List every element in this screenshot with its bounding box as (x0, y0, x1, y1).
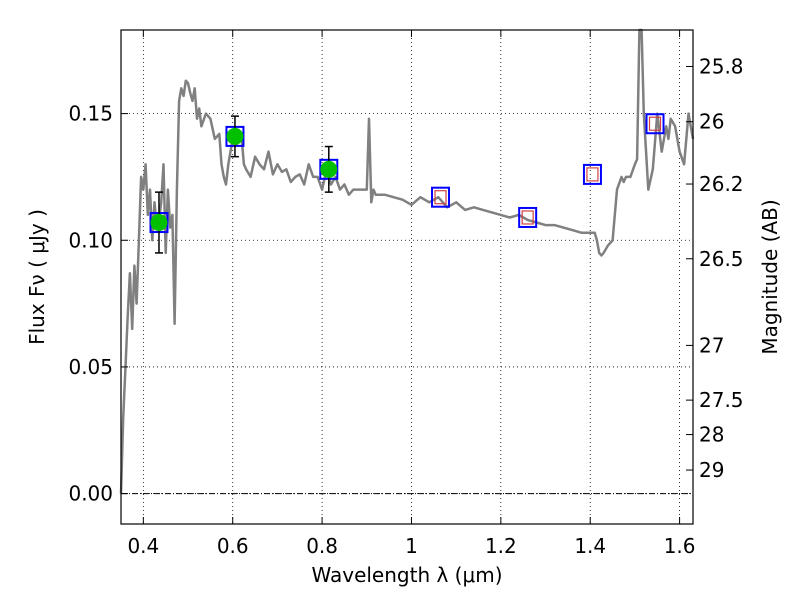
x-tick-label: 1.2 (485, 534, 517, 558)
y-axis-title: Flux Fν ( μJy ) (25, 209, 49, 345)
plot-frame (120, 29, 694, 525)
mag-tick-label: 25.8 (699, 54, 744, 78)
x-tick-label: 0.8 (306, 534, 338, 558)
x-tick-label: 0.4 (127, 534, 159, 558)
mag-tick-label: 29 (699, 458, 724, 482)
axis-ticks: 0.4 0.6 0.8 1 1.2 1.4 1.6 0.00 0.05 0.10 0.15 25.8 2… (68, 30, 744, 558)
detection-point (150, 214, 168, 232)
x-tick-label: 0.6 (217, 534, 249, 558)
x-tick-label: 1.4 (574, 534, 606, 558)
y-tick-label: 0.15 (68, 102, 113, 126)
mag-tick-label: 26 (699, 110, 724, 134)
model-photometry-inner-box (648, 116, 662, 131)
model-photometry-inner-box (434, 190, 447, 205)
x-axis-title: Wavelength λ (μm) (311, 563, 502, 587)
mag-tick-label: 27.5 (699, 388, 744, 412)
model-photometry-box (582, 163, 602, 185)
detection-point (320, 160, 338, 178)
mag-tick-label: 26.2 (699, 172, 744, 196)
x-tick-label: 1 (405, 534, 418, 558)
model-photometry-inner-box (521, 210, 534, 225)
mag-tick-label: 26.5 (699, 247, 744, 271)
right-axis-title: Magnitude (AB) (758, 199, 782, 354)
mag-tick-label: 27 (699, 333, 724, 357)
model-photometry-box (645, 113, 665, 135)
photometry-marks (149, 113, 665, 254)
x-tick-label: 1.6 (664, 534, 696, 558)
y-tick-label: 0.00 (68, 482, 113, 506)
model-photometry-inner-box (586, 167, 599, 182)
y-tick-label: 0.05 (68, 355, 113, 379)
model-photometry-box (431, 186, 451, 208)
model-photometry-box (518, 206, 538, 228)
detection-point (226, 127, 244, 145)
y-tick-label: 0.10 (68, 228, 113, 252)
mag-tick-label: 28 (699, 423, 724, 447)
